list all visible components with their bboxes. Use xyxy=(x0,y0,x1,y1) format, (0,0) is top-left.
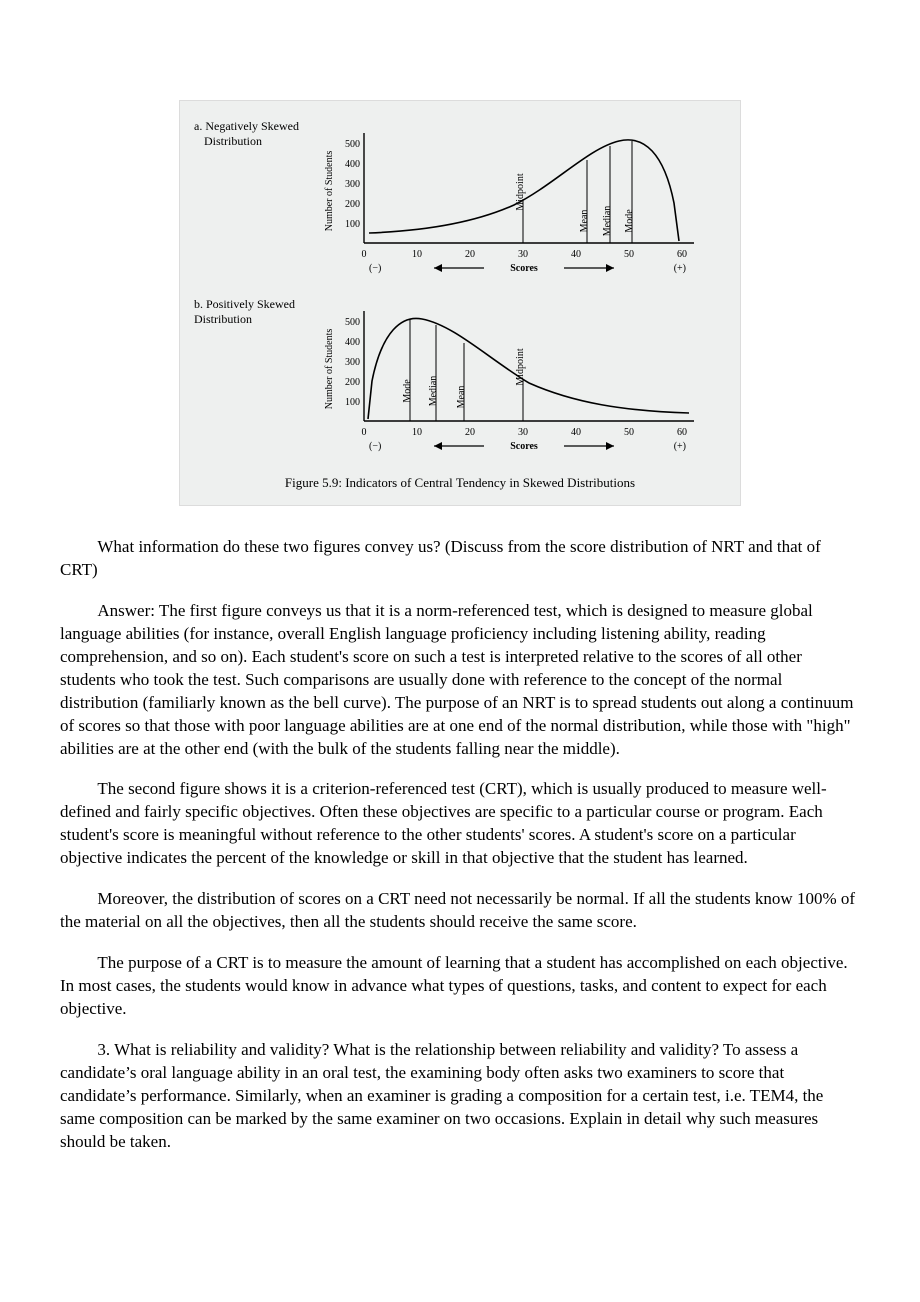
curve-b xyxy=(368,318,689,419)
marker-mode: Mode xyxy=(402,379,413,403)
ytick: 500 xyxy=(345,317,360,328)
panel-a-label-line1: a. Negatively Skewed xyxy=(194,119,299,133)
marker-mean: Mean xyxy=(579,210,590,233)
ytick: 400 xyxy=(345,159,360,170)
xtick: 40 xyxy=(571,427,581,438)
xtick: 50 xyxy=(624,427,634,438)
figure-5-9: a. Negatively Skewed Distribution 500 40… xyxy=(179,100,741,506)
marker-mode: Mode xyxy=(624,209,635,233)
xtick: 20 xyxy=(465,249,475,260)
left-sign: (−) xyxy=(369,441,381,452)
left-sign: (−) xyxy=(369,263,381,274)
ytick: 200 xyxy=(345,199,360,210)
panel-a-label: a. Negatively Skewed Distribution xyxy=(194,113,314,149)
panel-b-label-line2: Distribution xyxy=(194,312,252,326)
y-axis-label: Number of Students xyxy=(324,329,335,410)
xtick: 10 xyxy=(412,249,422,260)
ytick: 100 xyxy=(345,397,360,408)
panel-b: b. Positively Skewed Distribution 500 40… xyxy=(194,291,726,461)
marker-midpoint: Midpoint xyxy=(515,348,526,385)
ytick: 300 xyxy=(345,357,360,368)
marker-mean: Mean xyxy=(456,386,467,409)
panel-b-label: b. Positively Skewed Distribution xyxy=(194,291,314,327)
xtick: 60 xyxy=(677,249,687,260)
xtick: 50 xyxy=(624,249,634,260)
figure-caption: Figure 5.9: Indicators of Central Tenden… xyxy=(194,469,726,495)
paragraph-answer-2: The second figure shows it is a criterio… xyxy=(60,778,860,870)
paragraph-answer-3: Moreover, the distribution of scores on … xyxy=(60,888,860,934)
panel-a-chart: 500 400 300 200 100 Number of Students 0… xyxy=(314,113,714,283)
ytick: 100 xyxy=(345,219,360,230)
marker-midpoint: Midpoint xyxy=(515,173,526,210)
paragraph-answer-1: Answer: The first figure conveys us that… xyxy=(60,600,860,761)
right-sign: (+) xyxy=(674,263,686,274)
ytick: 300 xyxy=(345,179,360,190)
panel-b-chart: 500 400 300 200 100 Number of Students 0… xyxy=(314,291,714,461)
xtick: 20 xyxy=(465,427,475,438)
xtick: 0 xyxy=(362,427,367,438)
marker-median: Median xyxy=(428,376,439,407)
panel-a-label-line2: Distribution xyxy=(194,134,262,148)
paragraph-question: What information do these two figures co… xyxy=(60,536,860,582)
xtick: 0 xyxy=(362,249,367,260)
paragraph-question-3: 3. What is reliability and validity? Wha… xyxy=(60,1039,860,1154)
panel-a: a. Negatively Skewed Distribution 500 40… xyxy=(194,113,726,283)
panel-b-label-line1: b. Positively Skewed xyxy=(194,297,295,311)
y-axis-label: Number of Students xyxy=(324,151,335,232)
x-axis-label: Scores xyxy=(510,263,538,274)
xtick: 30 xyxy=(518,249,528,260)
paragraph-answer-4: The purpose of a CRT is to measure the a… xyxy=(60,952,860,1021)
marker-median: Median xyxy=(602,206,613,237)
x-axis-label: Scores xyxy=(510,441,538,452)
xtick: 30 xyxy=(518,427,528,438)
ytick: 500 xyxy=(345,139,360,150)
xtick: 60 xyxy=(677,427,687,438)
xtick: 10 xyxy=(412,427,422,438)
right-sign: (+) xyxy=(674,441,686,452)
ytick: 400 xyxy=(345,337,360,348)
ytick: 200 xyxy=(345,377,360,388)
xtick: 40 xyxy=(571,249,581,260)
